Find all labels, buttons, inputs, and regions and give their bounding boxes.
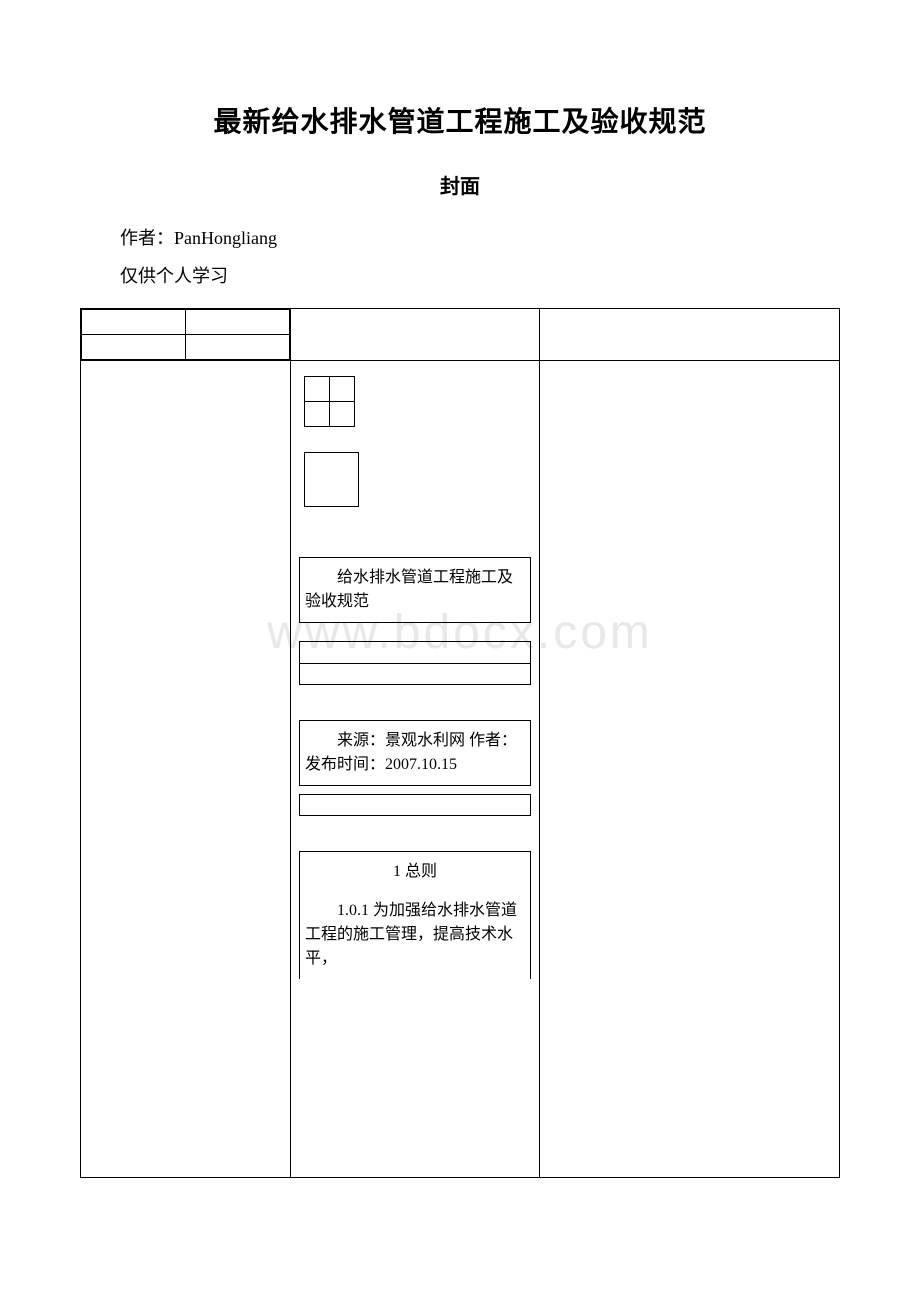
source-text: 来源：景观水利网 作者：发布时间：2007.10.15 (305, 729, 525, 777)
author-line: 作者：PanHongliang (80, 224, 840, 250)
title-box: 给水排水管道工程施工及验收规范 (299, 557, 531, 623)
middle-column: 给水排水管道工程施工及验收规范 来源：景观水利网 作者：发布时间：2007.10… (291, 361, 540, 1178)
grid-cell (186, 335, 290, 360)
table-top-row (81, 309, 840, 361)
grid-cell (330, 377, 355, 402)
grid-cell (186, 310, 290, 335)
grid-cell (82, 310, 186, 335)
grid-cell (82, 335, 186, 360)
double-box-row (299, 641, 531, 663)
document-subtitle: 封面 (80, 170, 840, 199)
left-column (81, 361, 291, 1178)
thin-empty-box (299, 794, 531, 816)
note-line: 仅供个人学习 (80, 262, 840, 288)
title-box-text: 给水排水管道工程施工及验收规范 (305, 566, 525, 614)
author-label: 作者： (120, 228, 174, 248)
small-grid (304, 376, 355, 427)
grid-cell (305, 377, 330, 402)
grid-cell (305, 402, 330, 427)
inner-content-area: 给水排水管道工程施工及验收规范 来源：景观水利网 作者：发布时间：2007.10… (291, 361, 539, 994)
page-content: 最新给水排水管道工程施工及验收规范 封面 作者：PanHongliang 仅供个… (80, 100, 840, 1178)
table-main-row: 给水排水管道工程施工及验收规范 来源：景观水利网 作者：发布时间：2007.10… (81, 361, 840, 1178)
top-right-cell (540, 309, 840, 361)
main-table: 给水排水管道工程施工及验收规范 来源：景观水利网 作者：发布时间：2007.10… (80, 308, 840, 1178)
top-left-cell (81, 309, 291, 361)
top-left-grid (81, 309, 290, 360)
double-box-row (299, 663, 531, 685)
right-column (540, 361, 840, 1178)
top-middle-cell (291, 309, 540, 361)
empty-box (304, 452, 359, 507)
author-name: PanHongliang (174, 228, 277, 248)
content-start-box: 1 总则 1.0.1 为加强给水排水管道工程的施工管理，提高技术水平， (299, 851, 531, 979)
section-title: 1 总则 (305, 860, 525, 884)
grid-cell (330, 402, 355, 427)
source-box: 来源：景观水利网 作者：发布时间：2007.10.15 (299, 720, 531, 786)
double-empty-box (299, 641, 531, 685)
paragraph-text: 1.0.1 为加强给水排水管道工程的施工管理，提高技术水平， (305, 899, 525, 971)
document-title: 最新给水排水管道工程施工及验收规范 (80, 100, 840, 140)
